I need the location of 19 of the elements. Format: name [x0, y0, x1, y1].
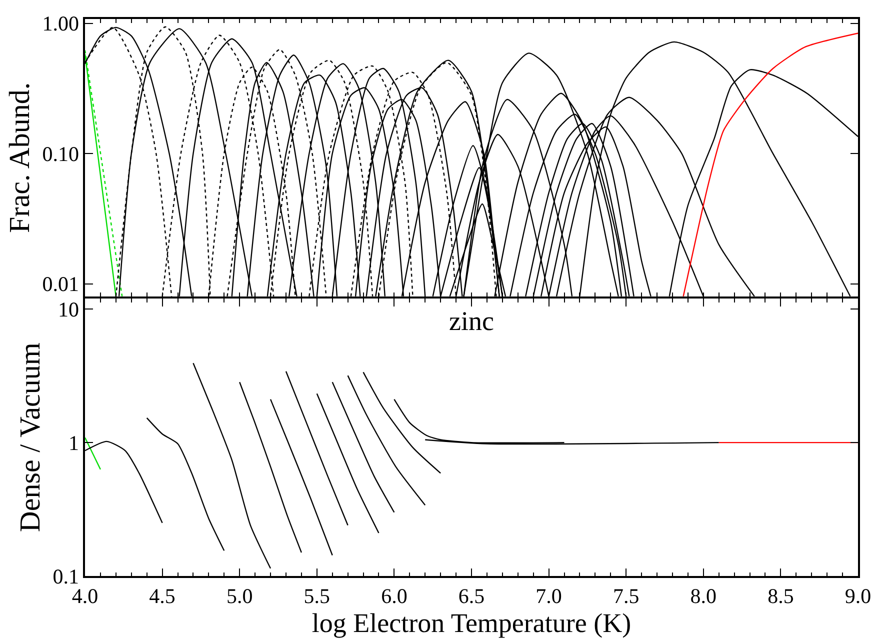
x-tick-label: 9.0 [844, 584, 872, 608]
y-tick-label: 1.00 [42, 12, 80, 36]
x-tick-label: 7.0 [536, 584, 562, 608]
x-tick-label: 4.5 [149, 584, 176, 608]
x-tick-label: 8.0 [690, 584, 717, 608]
y-axis-title: Frac. Abund. [4, 82, 36, 234]
y-axis-title: Dense / Vacuum [14, 342, 47, 532]
x-axis-title: log Electron Temperature (K) [312, 608, 632, 638]
x-tick-label: 5.5 [304, 584, 330, 608]
x-tick-label: 6.0 [381, 584, 408, 608]
x-tick-label: 5.0 [226, 584, 253, 608]
y-tick-label: 0.01 [42, 272, 80, 296]
x-tick-label: 6.5 [458, 584, 485, 608]
annotation: zinc [449, 306, 494, 336]
x-tick-label: 8.5 [768, 584, 794, 608]
x-tick-label: 7.5 [612, 584, 640, 608]
y-tick-label: 1 [68, 430, 80, 455]
y-tick-label: 10 [58, 298, 80, 322]
y-tick-label: 0.10 [42, 142, 80, 166]
